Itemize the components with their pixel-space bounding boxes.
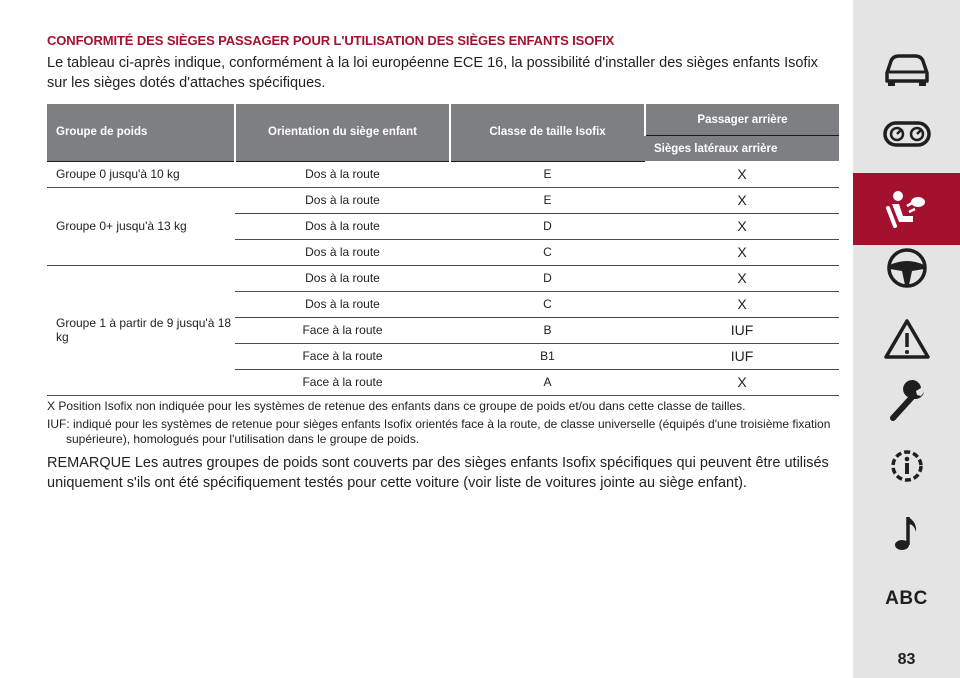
size-class-cell: B1 [450,343,645,370]
orientation-cell: Face à la route [235,343,450,370]
table-notes: X Position Isofix non indiquée pour les … [47,399,839,450]
table-row: Dos à la route C X [47,291,839,318]
indication-cell: X [645,187,839,214]
header-orientation: Orientation du siège enfant [234,104,450,162]
indication-cell: IUF [645,343,839,370]
table-row: Groupe 0 jusqu'à 10 kg Dos à la route E … [47,161,839,188]
sidebar-item-multimedia[interactable] [853,497,960,569]
page-number: 83 [897,651,916,668]
table-row: Face à la route B IUF [47,317,839,344]
sidebar-item-dashboard[interactable] [853,98,960,170]
orientation-cell: Dos à la route [235,291,450,318]
abc-index-icon: ABC [885,588,928,609]
header-rear-passenger: Passager arrière [644,104,839,136]
table-row: Groupe 1 à partir de 9 jusqu'à 18 kg Dos… [47,265,839,396]
orientation-cell: Dos à la route [235,239,450,266]
sidebar-item-maintenance[interactable] [853,365,960,437]
weight-group-cell: Groupe 1 à partir de 9 jusqu'à 18 kg [47,265,235,396]
size-class-cell: B [450,317,645,344]
orientation-cell: Dos à la route [235,265,450,292]
sidebar-item-vehicle[interactable] [853,33,960,105]
note-iuf: IUF: indiqué pour les systèmes de retenu… [47,417,831,446]
remark-paragraph: REMARQUE Les autres groupes de poids son… [47,455,829,491]
size-class-cell: C [450,291,645,318]
note-x: X Position Isofix non indiquée pour les … [47,399,746,413]
sidebar-item-technical[interactable] [853,430,960,502]
indication-cell: X [645,369,839,396]
weight-group-cell: Groupe 0+ jusqu'à 13 kg [47,187,235,266]
size-class-cell: E [450,161,645,188]
orientation-cell: Dos à la route [235,187,450,214]
size-class-cell: C [450,239,645,266]
header-size-class: Classe de taille Isofix [449,104,645,162]
header-rear-side-seats: Sièges latéraux arrière [645,135,839,161]
orientation-cell: Dos à la route [235,213,450,240]
isofix-compatibility-table: Groupe de poids Orientation du siège enf… [47,104,839,396]
steering-wheel-icon [886,248,927,288]
sidebar-item-index[interactable]: ABC [853,563,960,635]
indication-cell: X [645,213,839,240]
size-class-cell: A [450,369,645,396]
airbag-passenger-icon [885,191,925,228]
size-class-cell: D [450,265,645,292]
info-gear-icon [890,450,923,482]
table-row: Face à la route A X [47,369,839,396]
sidebar-item-starting[interactable] [853,232,960,304]
table-row: Dos à la route C X [47,239,839,266]
chapter-sidebar: ABC 83 [853,0,960,678]
weight-group-cell: Groupe 0 jusqu'à 10 kg [47,161,235,188]
music-note-icon [894,517,916,550]
header-weight-group: Groupe de poids [47,104,235,162]
size-class-cell: E [450,187,645,214]
section-title: CONFORMITÉ DES SIÈGES PASSAGER POUR L'UT… [47,33,615,48]
car-icon [884,54,929,86]
indication-cell: IUF [645,317,839,344]
intro-paragraph: Le tableau ci-après indique, conformémen… [47,55,818,91]
table-row: Face à la route B1 IUF [47,343,839,370]
orientation-cell: Face à la route [235,369,450,396]
sidebar-item-safety[interactable] [853,173,960,245]
warning-triangle-icon [883,319,930,359]
table-row: Groupe 0+ jusqu'à 13 kg Dos à la route E… [47,187,839,266]
indication-cell: X [645,239,839,266]
orientation-cell: Dos à la route [235,161,450,188]
indication-cell: X [645,291,839,318]
dashboard-icon [882,121,931,147]
sidebar-item-emergency[interactable] [853,303,960,375]
size-class-cell: D [450,213,645,240]
indication-cell: X [645,265,839,292]
table-row: Dos à la route D X [47,213,839,240]
wrench-icon [889,380,924,421]
indication-cell: X [645,161,839,188]
orientation-cell: Face à la route [235,317,450,344]
